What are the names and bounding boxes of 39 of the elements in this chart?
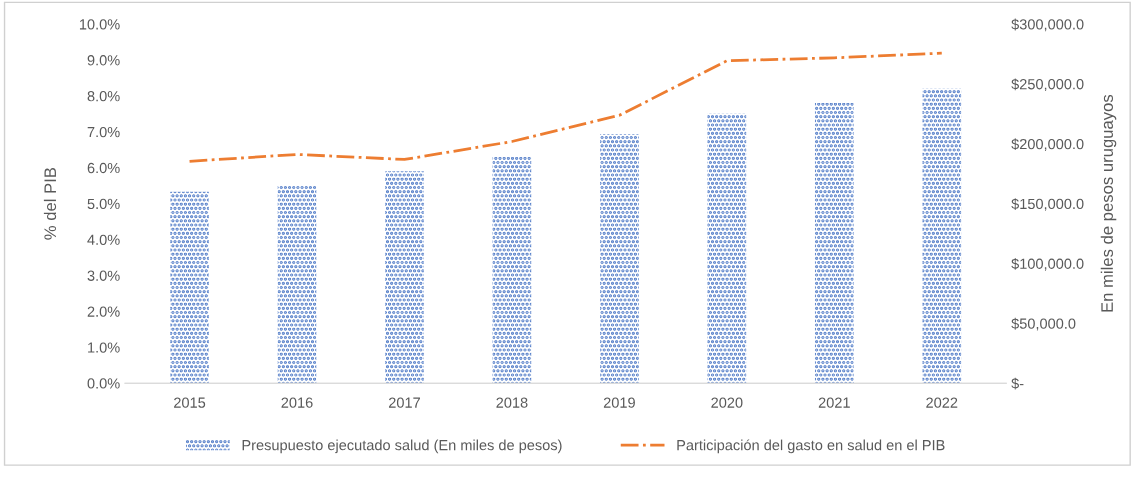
- line-series: [188, 51, 944, 163]
- y2-tick-label: $50,000.0: [1011, 317, 1076, 331]
- y2-axis-title: En miles de pesos uruguayos: [1100, 94, 1117, 312]
- x-tick-label: 2020: [711, 397, 743, 408]
- legend-label: Presupuesto ejecutado salud (En miles de pesos): [242, 439, 562, 454]
- y2-tick-label: $200,000.0: [1011, 138, 1084, 151]
- y2-tick-label: $250,000.0: [1011, 78, 1084, 92]
- x-tick-label: 2021: [818, 397, 850, 408]
- y-tick-label: 3.0%: [87, 270, 120, 281]
- x-tick-label: 2019: [603, 397, 635, 408]
- x-tick-label: 2022: [926, 397, 958, 408]
- y-tick-label: 8.0%: [87, 91, 120, 102]
- x-tick-label: 2016: [281, 397, 313, 408]
- y-tick-label: 1.0%: [88, 342, 120, 353]
- bar: [814, 103, 854, 384]
- legend-label: Participación del gasto en salud en el PIB: [677, 439, 945, 454]
- bar: [922, 88, 962, 384]
- y-tick-label: 9.0%: [87, 55, 120, 66]
- bar: [600, 134, 639, 384]
- y-tick-label: 10.0%: [79, 19, 120, 30]
- y-tick-label: 6.0%: [87, 162, 120, 174]
- bar: [170, 191, 209, 384]
- x-tick-label: 2017: [388, 397, 420, 408]
- x-tick-label: 2018: [496, 397, 528, 408]
- x-tick-label: 2015: [174, 397, 206, 408]
- bar: [707, 113, 747, 384]
- y-tick-label: 7.0%: [87, 126, 120, 138]
- y2-tick-label: $100,000.0: [1011, 257, 1084, 271]
- bar: [385, 171, 424, 384]
- y-tick-label: 5.0%: [87, 198, 120, 210]
- y2-tick-label: $150,000.0: [1011, 198, 1084, 211]
- y-tick-label: 4.0%: [87, 234, 120, 245]
- bar: [492, 156, 532, 384]
- y2-tick-label: $300,000.0: [1011, 18, 1084, 32]
- y-axis-title: % del PIB: [43, 167, 57, 240]
- y-tick-label: 0.0%: [87, 378, 120, 389]
- y2-tick-label: $-: [1011, 377, 1024, 390]
- y-tick-label: 2.0%: [87, 306, 120, 317]
- bar: [277, 185, 317, 384]
